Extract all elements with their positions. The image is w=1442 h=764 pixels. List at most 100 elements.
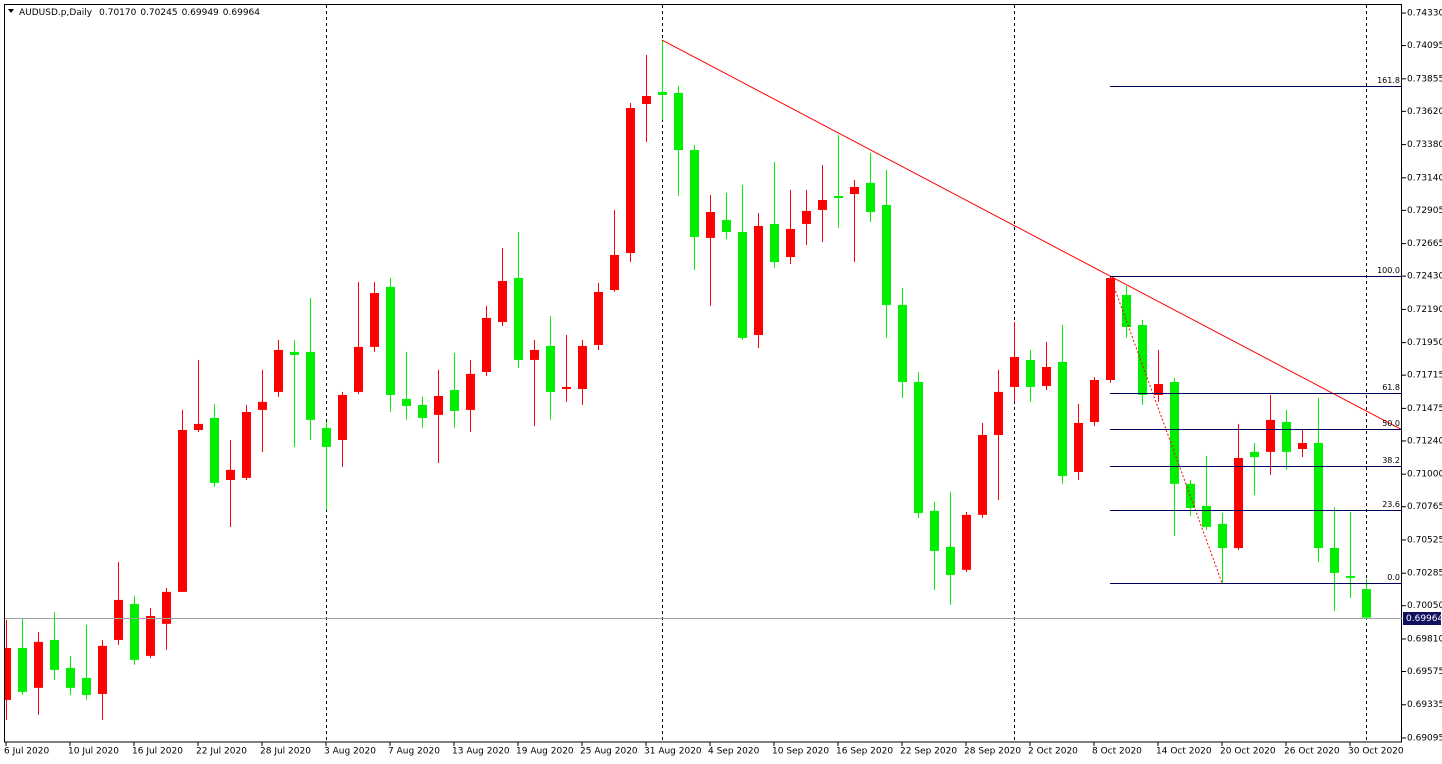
x-tick-label: 16 Sep 2020 <box>836 747 893 757</box>
candle-body <box>354 346 363 392</box>
candle-body <box>626 108 635 254</box>
last-price-label: 0.69964 <box>1406 614 1442 624</box>
candle-body <box>146 615 155 656</box>
candle-body <box>338 394 347 440</box>
x-tick-label: 14 Oct 2020 <box>1156 747 1212 757</box>
candle-body <box>930 510 939 551</box>
candle-body <box>994 391 1003 435</box>
x-tick-label: 13 Aug 2020 <box>452 747 510 757</box>
header-low: 0.69949 <box>182 8 219 18</box>
header-open: 0.70170 <box>99 8 136 18</box>
fibo-label: 23.6 <box>1382 500 1400 509</box>
candle-body <box>738 231 747 338</box>
y-tick-label: 0.69095 <box>1407 733 1442 743</box>
fibo-label: 0.0 <box>1387 573 1400 582</box>
x-tick-label: 20 Oct 2020 <box>1220 747 1276 757</box>
candle-body <box>162 591 171 624</box>
candle-body <box>1314 443 1323 548</box>
y-tick-label: 0.71950 <box>1407 338 1442 348</box>
x-tick-label: 6 Jul 2020 <box>4 747 49 757</box>
fibo-base <box>1109 275 1223 584</box>
plot-area <box>5 39 1402 720</box>
candle-body <box>98 645 107 694</box>
candle-body <box>802 210 811 224</box>
y-tick-label: 0.74330 <box>1407 9 1442 19</box>
candle-body <box>114 599 123 640</box>
candle-body <box>402 398 411 406</box>
candle-body <box>18 647 27 692</box>
candle-body <box>498 280 507 322</box>
x-tick-label: 10 Jul 2020 <box>68 747 119 757</box>
candle-body <box>578 345 587 390</box>
candle-body <box>1154 384 1163 395</box>
candle-body <box>706 212 715 238</box>
candle-body <box>290 351 299 355</box>
x-tick-label: 22 Sep 2020 <box>900 747 957 757</box>
x-tick-label: 28 Sep 2020 <box>964 747 1021 757</box>
x-tick-label: 16 Jul 2020 <box>132 747 183 757</box>
candle-body <box>1090 380 1099 422</box>
candle-body <box>1362 589 1371 618</box>
menu-triangle <box>8 9 14 13</box>
candle-body <box>226 469 235 480</box>
candle-body <box>1042 366 1051 386</box>
candle-body <box>386 286 395 395</box>
candle-body <box>866 182 875 213</box>
x-tick-label: 2 Oct 2020 <box>1028 747 1078 757</box>
candle-body <box>530 349 539 360</box>
candle-body <box>1106 277 1115 381</box>
candle-body <box>50 639 59 670</box>
candle-body <box>210 417 219 483</box>
x-tick-label: 8 Oct 2020 <box>1092 747 1142 757</box>
y-tick-label: 0.71475 <box>1407 404 1442 414</box>
trendline <box>661 39 1402 431</box>
candle-body <box>1026 359 1035 387</box>
y-tick-label: 0.69335 <box>1407 700 1442 710</box>
candle-body <box>562 386 571 390</box>
candle-body <box>754 226 763 336</box>
y-tick-label: 0.72430 <box>1407 272 1442 282</box>
candle-body <box>1122 294 1131 327</box>
x-tick-label: 30 Oct 2020 <box>1348 747 1404 757</box>
candle-body <box>1330 547 1339 573</box>
candle-body <box>306 351 315 420</box>
candle-body <box>770 223 779 263</box>
candle-body <box>658 91 667 96</box>
candle-body <box>242 411 251 478</box>
candle-body <box>946 546 955 575</box>
x-tick-label: 26 Oct 2020 <box>1284 747 1340 757</box>
x-tick-label: 7 Aug 2020 <box>388 747 440 757</box>
y-tick-label: 0.71715 <box>1407 371 1442 381</box>
candle-body <box>786 228 795 258</box>
chart-header: AUDUSD.p,Daily 0.70170 0.70245 0.69949 0.699… <box>19 8 260 18</box>
candle-body <box>178 430 187 592</box>
candle-body <box>962 514 971 570</box>
candle-body <box>690 149 699 237</box>
x-tick-label: 31 Aug 2020 <box>644 747 702 757</box>
plot-frame <box>4 4 1402 743</box>
symbol: AUDUSD.p,Daily <box>19 8 93 18</box>
candle-body <box>978 434 987 515</box>
candle-body <box>434 395 443 415</box>
candle-body <box>642 95 651 105</box>
x-tick-label: 25 Aug 2020 <box>580 747 638 757</box>
candle-body <box>322 427 331 447</box>
candle-body <box>1282 421 1291 452</box>
candle-body <box>882 204 891 305</box>
candle-body <box>418 404 427 418</box>
fibo-label: 61.8 <box>1382 383 1400 392</box>
y-tick-label: 0.73620 <box>1407 107 1442 117</box>
candle-body <box>274 349 283 392</box>
x-tick-label: 4 Sep 2020 <box>708 747 760 757</box>
candle-body <box>258 401 267 410</box>
candle-body <box>82 677 91 695</box>
candle-body <box>914 381 923 513</box>
y-tick-label: 0.70285 <box>1407 569 1442 579</box>
candle-body <box>194 423 203 431</box>
y-tick-label: 0.73855 <box>1407 74 1442 84</box>
candle-body <box>898 304 907 382</box>
candle-body <box>546 345 555 392</box>
candle-body <box>1138 325 1147 395</box>
